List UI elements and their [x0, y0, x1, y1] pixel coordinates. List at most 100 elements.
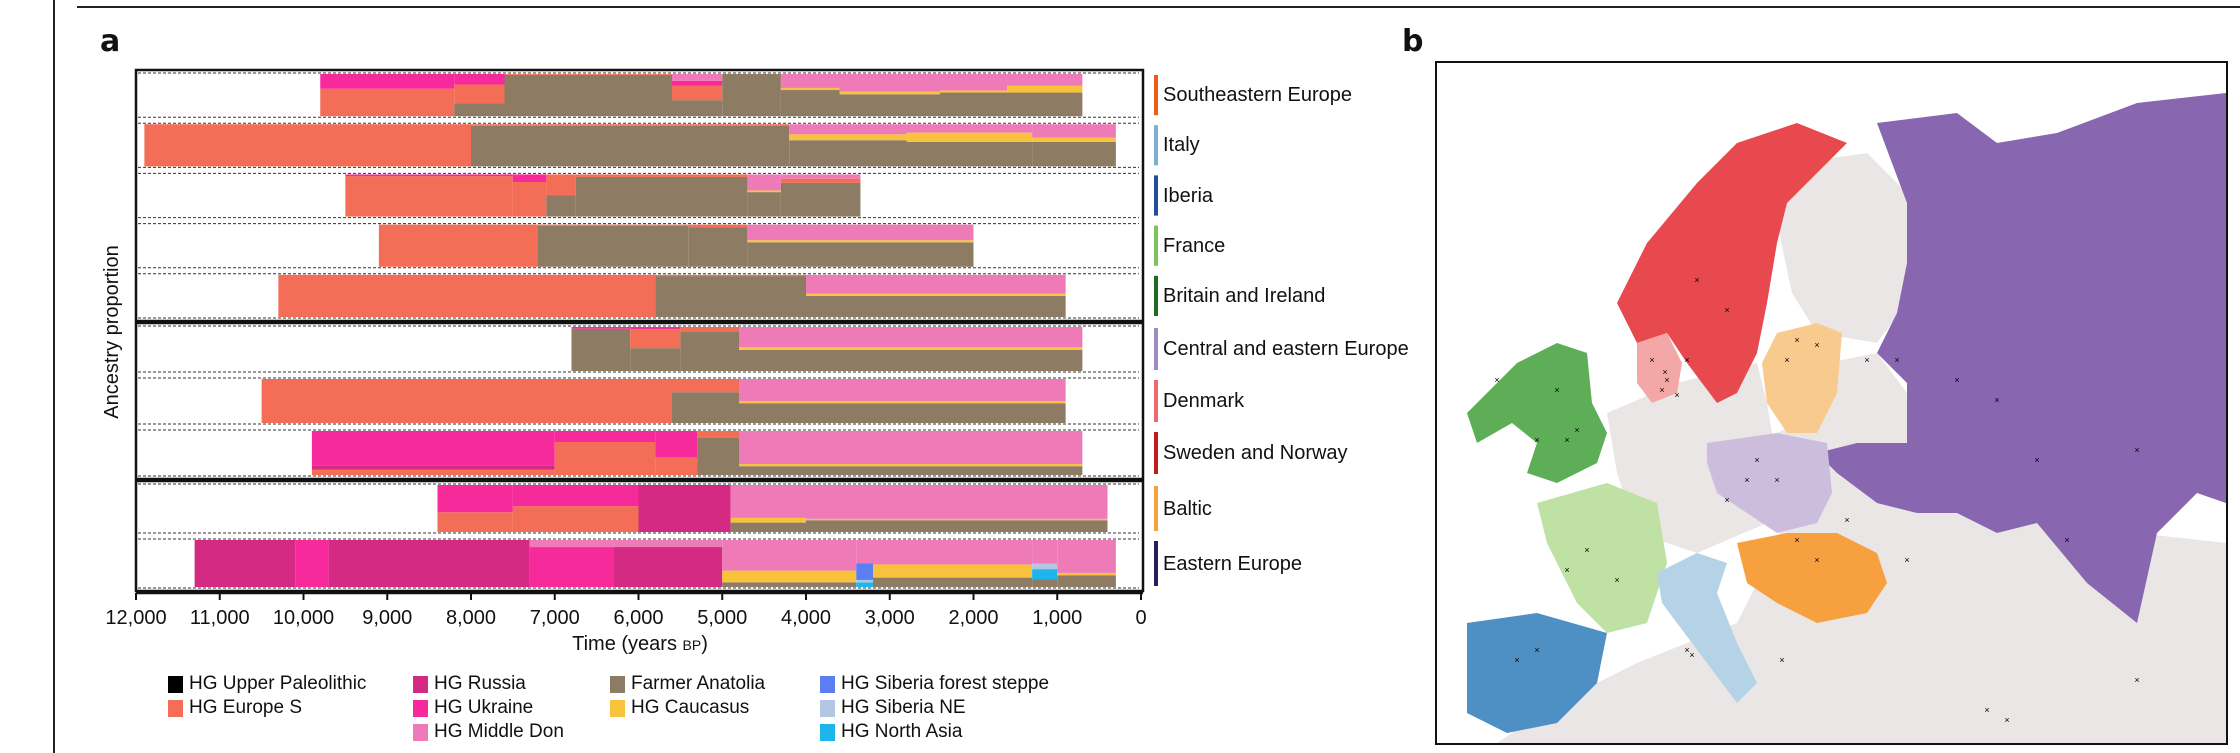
ancestry-segment	[672, 74, 723, 81]
sample-marker-icon: ×	[1814, 340, 1819, 350]
ancestry-segment	[739, 403, 1066, 423]
sample-marker-icon: ×	[1684, 645, 1689, 655]
ancestry-segment	[1032, 563, 1058, 570]
legend-label: HG Russia	[434, 673, 526, 694]
ancestry-segment	[504, 74, 672, 75]
ancestry-segment	[672, 379, 739, 393]
ancestry-segment	[655, 431, 698, 458]
map-region-italy	[1657, 553, 1757, 703]
x-tick-label: 4,000	[781, 607, 831, 629]
sample-marker-icon: ×	[1534, 645, 1539, 655]
ancestry-segment	[529, 547, 614, 587]
sample-marker-icon: ×	[1724, 495, 1729, 505]
ancestry-segment	[1032, 579, 1058, 587]
map-other-land-turkey	[1817, 643, 2157, 743]
ancestry-segment	[722, 570, 857, 583]
ancestry-segment	[512, 181, 547, 217]
ancestry-segment	[672, 85, 723, 101]
legend-label: HG North Asia	[841, 721, 963, 742]
ancestry-segment	[906, 141, 1033, 167]
map-region-france	[1537, 483, 1667, 633]
ancestry-segment	[471, 125, 790, 167]
region-label: France	[1163, 234, 1226, 257]
ancestry-segment	[613, 540, 723, 548]
ancestry-segment	[471, 124, 790, 126]
ancestry-segment	[739, 349, 1083, 371]
region-label: Iberia	[1163, 184, 1214, 207]
ancestry-segment	[345, 174, 513, 177]
region-label: Denmark	[1163, 390, 1245, 412]
legend-label: HG Middle Don	[434, 721, 564, 742]
region-label: Eastern Europe	[1163, 552, 1302, 575]
ancestry-segment	[546, 174, 576, 196]
ancestry-segment	[538, 225, 689, 267]
sample-marker-icon: ×	[1984, 705, 1989, 715]
sample-marker-icon: ×	[1794, 535, 1799, 545]
ancestry-segment	[680, 331, 739, 371]
ancestry-segment	[739, 379, 1066, 401]
map-region-central-eastern-europe	[1707, 433, 1832, 533]
ancestry-segment	[856, 540, 873, 564]
ancestry-timeline-chart: 12,000 11,000 10,000 9,000 8,000 7,000 6,000 5,…	[105, 68, 1158, 629]
sample-marker-icon: ×	[1744, 475, 1749, 485]
sample-marker-icon: ×	[1689, 650, 1694, 660]
x-tick-label: 10,000	[273, 607, 334, 629]
ancestry-segment	[454, 103, 505, 117]
ancestry-segment	[320, 74, 455, 89]
panel-frame	[134, 321, 1145, 481]
panel-frames	[134, 68, 1145, 593]
ancestry-segment	[739, 431, 1083, 464]
sample-marker-icon: ×	[1904, 555, 1909, 565]
ancestry-segment	[630, 348, 681, 371]
ancestry-segment	[1032, 569, 1058, 580]
ancestry-segment	[571, 327, 631, 329]
ancestry-segment	[194, 540, 296, 587]
ancestry-segment	[504, 74, 672, 117]
legend-swatch	[168, 675, 183, 693]
ancestry-segment	[538, 224, 689, 226]
legend-item: HG Europe S	[168, 696, 302, 720]
ancestry-segment	[839, 94, 940, 117]
region-color-bar	[1154, 541, 1158, 586]
region-color-bar	[1154, 380, 1158, 422]
row-dashed-lines	[138, 72, 1139, 589]
region-label: Baltic	[1163, 497, 1212, 520]
ancestry-segment	[554, 431, 656, 442]
sample-marker-icon: ×	[1794, 335, 1799, 345]
map-region-britain-ireland	[1467, 343, 1607, 483]
sample-marker-icon: ×	[1724, 305, 1729, 315]
ancestry-segment	[638, 485, 731, 532]
ancestry-segment	[747, 242, 974, 267]
ancestry-segment	[940, 90, 1007, 93]
sample-marker-icon: ×	[1844, 515, 1849, 525]
ancestry-segment	[529, 540, 614, 548]
legend-swatch	[413, 699, 428, 717]
ancestry-segment	[1032, 540, 1058, 564]
sample-marker-icon: ×	[1564, 565, 1569, 575]
ancestry-segment	[1007, 92, 1083, 117]
region-color-bar	[1154, 328, 1158, 370]
x-tick-label: 12,000	[105, 607, 166, 629]
ancestry-segment	[730, 517, 806, 523]
ancestry-segment	[672, 80, 723, 86]
ancestry-segment	[437, 512, 513, 532]
region-color-bar	[1154, 125, 1158, 166]
sample-marker-icon: ×	[1894, 355, 1899, 365]
region-color-bar	[1154, 275, 1158, 316]
region-color-bar	[1154, 75, 1158, 116]
legend-swatch	[610, 699, 625, 717]
legend-item: HG Upper Paleolithic	[168, 672, 366, 696]
sample-marker-icon: ×	[1662, 367, 1667, 377]
ancestry-segment	[613, 547, 723, 587]
ancestry-segment	[780, 74, 840, 88]
ancestry-segment	[311, 469, 555, 475]
sample-marker-icon: ×	[1659, 385, 1664, 395]
sample-marker-icon: ×	[1754, 455, 1759, 465]
sample-marker-icon: ×	[2134, 445, 2139, 455]
sample-marker-icon: ×	[1784, 355, 1789, 365]
ancestry-segment	[806, 520, 1108, 532]
region-label: Britain and Ireland	[1163, 284, 1326, 307]
ancestry-segment	[722, 540, 857, 571]
ancestry-segment	[261, 379, 672, 423]
legend-swatch	[413, 723, 428, 741]
